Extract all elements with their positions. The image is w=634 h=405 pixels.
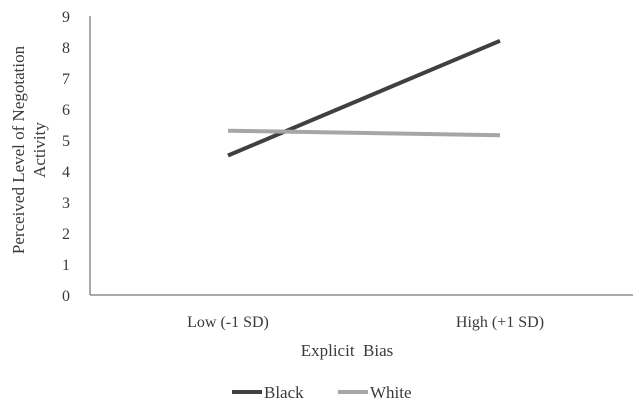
y-tick-label: 4 [62,164,70,181]
y-axis-title-line-1: Perceived Level of Negotation [9,45,28,254]
legend: Black White [232,383,412,402]
y-axis-title-line-2: Activity [30,122,49,178]
y-tick-label: 5 [62,133,70,150]
series-line-black [227,38,501,158]
y-tick-label: 8 [62,40,70,57]
y-tick-label: 7 [62,71,70,88]
x-tick-label: Low (-1 SD) [187,314,269,331]
axes [89,16,633,296]
legend-label-black: Black [264,383,304,402]
x-tick-label: High (+1 SD) [456,314,544,331]
x-tick-labels: Low (-1 SD) High (+1 SD) [187,314,544,331]
y-tick-label: 2 [62,226,70,243]
y-tick-labels: 0 1 2 3 4 5 6 7 8 9 [62,9,70,305]
y-tick-label: 1 [62,257,70,274]
y-tick-label: 0 [62,288,70,305]
y-tick-label: 6 [62,102,70,119]
series-lines [227,38,501,158]
y-tick-label: 3 [62,195,70,212]
x-axis-title: Explicit Bias [301,341,394,360]
legend-label-white: White [370,383,412,402]
y-tick-label: 9 [62,9,70,26]
series-line-white [227,128,501,138]
